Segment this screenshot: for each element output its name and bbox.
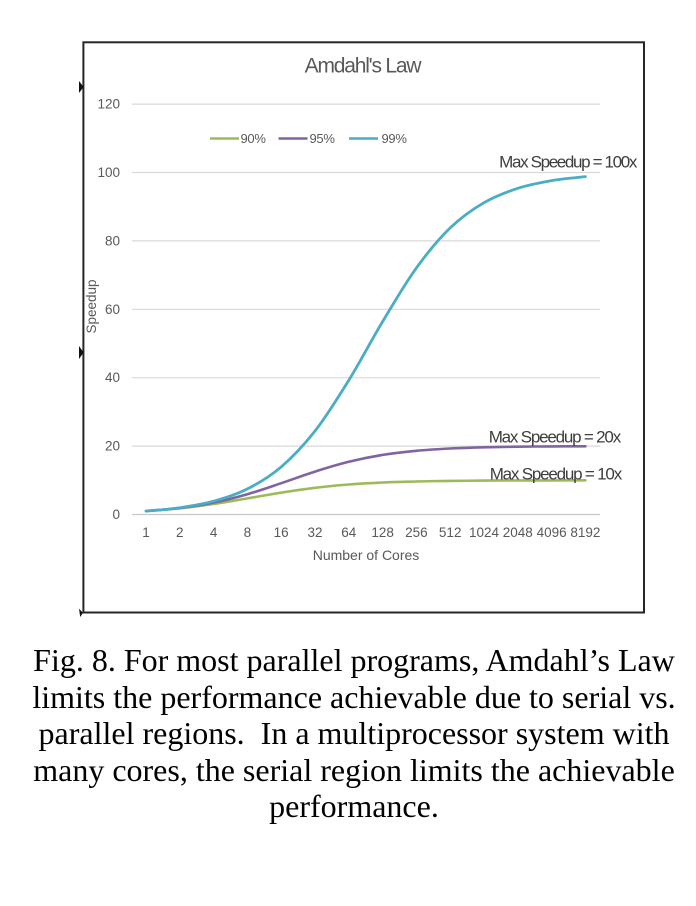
svg-text:Speedup: Speedup <box>84 279 99 333</box>
svg-text:4096: 4096 <box>537 525 567 540</box>
svg-text:512: 512 <box>439 525 462 540</box>
svg-text:80: 80 <box>105 233 120 248</box>
svg-text:8: 8 <box>244 525 252 540</box>
svg-text:40: 40 <box>105 370 120 385</box>
svg-text:Max Speedup = 100x: Max Speedup = 100x <box>499 153 638 172</box>
svg-text:95%: 95% <box>310 131 336 146</box>
svg-text:0: 0 <box>112 507 120 522</box>
svg-text:20: 20 <box>105 439 120 454</box>
svg-text:Max Speedup = 10x: Max Speedup = 10x <box>490 465 623 484</box>
svg-text:60: 60 <box>105 302 120 317</box>
svg-text:8192: 8192 <box>570 525 600 540</box>
svg-text:2: 2 <box>176 525 184 540</box>
svg-text:Max Speedup = 20x: Max Speedup = 20x <box>489 428 622 447</box>
svg-text:2048: 2048 <box>503 525 533 540</box>
svg-text:32: 32 <box>307 525 322 540</box>
svg-text:256: 256 <box>405 525 428 540</box>
svg-text:Number of Cores: Number of Cores <box>313 547 420 563</box>
svg-text:90%: 90% <box>241 131 267 146</box>
svg-text:1: 1 <box>142 525 150 540</box>
svg-text:4: 4 <box>210 525 218 540</box>
svg-text:120: 120 <box>97 97 120 112</box>
svg-text:128: 128 <box>371 525 394 540</box>
svg-text:16: 16 <box>274 525 289 540</box>
svg-text:99%: 99% <box>382 131 408 146</box>
svg-text:Amdahl's Law: Amdahl's Law <box>305 55 423 78</box>
svg-text:64: 64 <box>341 525 357 540</box>
svg-text:100: 100 <box>97 165 120 180</box>
svg-text:1024: 1024 <box>469 525 500 540</box>
